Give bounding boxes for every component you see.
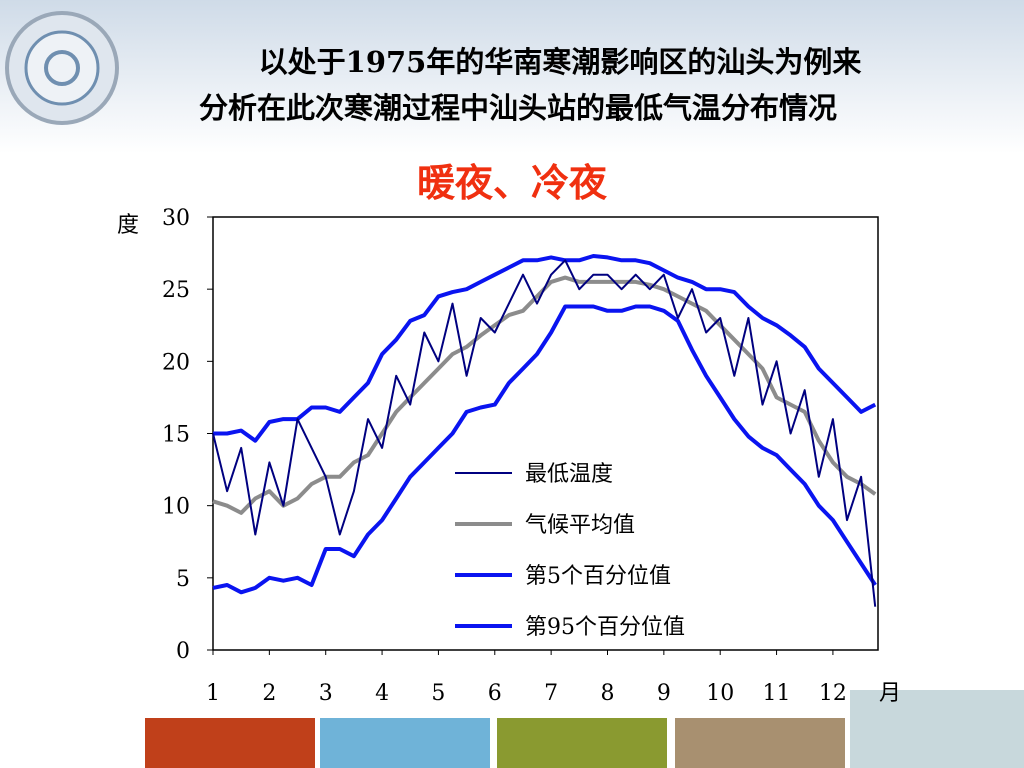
y-tick-label: 5	[176, 567, 190, 592]
series-line	[212, 304, 877, 595]
legend-label: 最低温度	[525, 462, 613, 487]
y-axis-label: 度	[117, 213, 139, 238]
x-tick-label: 9	[657, 681, 671, 706]
series-line	[213, 254, 877, 443]
logo	[5, 11, 119, 125]
x-tick-label: 11	[763, 681, 791, 706]
title: 以处于1975年的华南寒潮影响区的汕头为例来	[259, 45, 862, 79]
x-tick-label: 12	[819, 681, 847, 706]
x-tick-label: 4	[375, 681, 389, 706]
legend-label: 气候平均值	[525, 513, 635, 538]
photo-strip	[145, 690, 1024, 768]
x-tick-label: 5	[431, 681, 445, 706]
x-tick-label: 10	[706, 681, 734, 706]
y-tick-label: 15	[162, 423, 190, 448]
subtitle: 暖夜、冷夜	[417, 161, 608, 205]
y-tick-label: 20	[162, 350, 190, 375]
x-tick-label: 2	[262, 681, 276, 706]
legend-label: 第5个百分位值	[525, 564, 671, 589]
y-tick-label: 25	[162, 278, 190, 303]
legend-label: 第95个百分位值	[525, 615, 685, 640]
x-tick-label: 7	[544, 681, 558, 706]
x-tick-label: 6	[488, 681, 502, 706]
title-line2: 分析在此次寒潮过程中汕头站的最低气温分布情况	[199, 91, 837, 125]
x-axis-label: 月	[879, 681, 901, 706]
x-tick-label: 3	[319, 681, 333, 706]
y-tick-label: 10	[162, 495, 190, 520]
series-line	[212, 259, 877, 607]
x-tick-label: 1	[206, 681, 220, 706]
x-tick-label: 8	[600, 681, 614, 706]
y-tick-label: 0	[176, 639, 190, 664]
y-tick-label: 30	[162, 206, 190, 231]
